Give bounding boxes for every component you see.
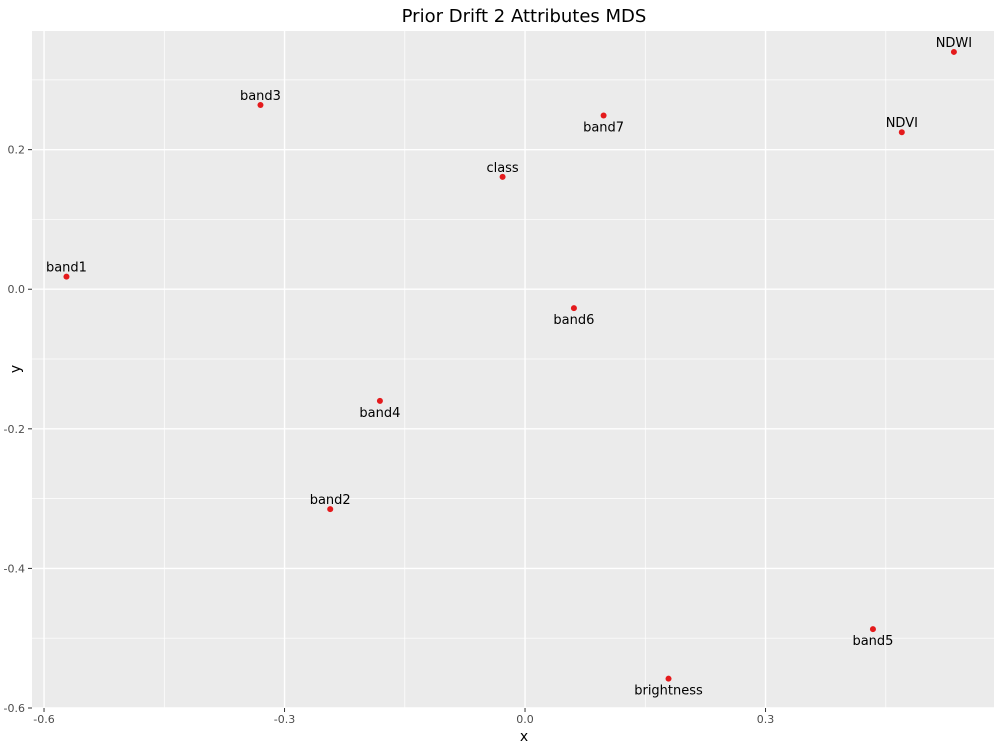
y-tick-label: -0.2 bbox=[4, 423, 25, 436]
data-point bbox=[570, 305, 577, 312]
x-axis-title: x bbox=[520, 729, 528, 745]
x-tick-label: 0.0 bbox=[516, 713, 534, 726]
data-point bbox=[257, 101, 264, 108]
data-point bbox=[950, 48, 957, 55]
x-axis-ticks: -0.6 -0.3 0.0 0.3 bbox=[33, 708, 774, 726]
point-label: band4 bbox=[359, 406, 400, 421]
data-point bbox=[63, 273, 70, 280]
minor-gridlines bbox=[32, 31, 994, 708]
point-labels: NDWI NDVI band3 band7 class band1 band6 band4 ba… bbox=[46, 36, 972, 699]
y-axis-ticks: -0.6 -0.4 -0.2 0.0 0.2 bbox=[4, 144, 32, 715]
data-point bbox=[499, 173, 506, 180]
point-label: band1 bbox=[46, 261, 87, 276]
y-tick-label: 0.2 bbox=[8, 144, 26, 157]
major-gridlines bbox=[32, 31, 994, 709]
point-label: band3 bbox=[240, 89, 281, 104]
y-tick-label: -0.6 bbox=[4, 702, 25, 715]
point-label: band7 bbox=[583, 120, 624, 135]
x-tick-label: -0.6 bbox=[33, 713, 54, 726]
x-tick-label: -0.3 bbox=[274, 713, 295, 726]
data-point bbox=[600, 112, 607, 119]
data-point bbox=[327, 506, 334, 513]
point-label: band6 bbox=[553, 313, 594, 328]
y-tick-label: 0.0 bbox=[8, 283, 26, 296]
data-point bbox=[898, 129, 905, 136]
point-label: brightness bbox=[634, 684, 703, 699]
y-tick-label: -0.4 bbox=[4, 562, 25, 575]
point-label: NDWI bbox=[936, 36, 972, 51]
data-point bbox=[665, 675, 672, 682]
point-label: band5 bbox=[852, 634, 893, 649]
plot-panel bbox=[32, 31, 994, 708]
data-point bbox=[869, 626, 876, 633]
data-points bbox=[63, 48, 957, 682]
y-axis-title: y bbox=[8, 365, 24, 373]
point-label: band2 bbox=[310, 493, 351, 508]
point-label: NDVI bbox=[886, 116, 918, 131]
data-point bbox=[376, 397, 383, 404]
x-tick-label: 0.3 bbox=[757, 713, 775, 726]
point-label: class bbox=[486, 161, 518, 176]
chart-title: Prior Drift 2 Attributes MDS bbox=[402, 6, 647, 27]
